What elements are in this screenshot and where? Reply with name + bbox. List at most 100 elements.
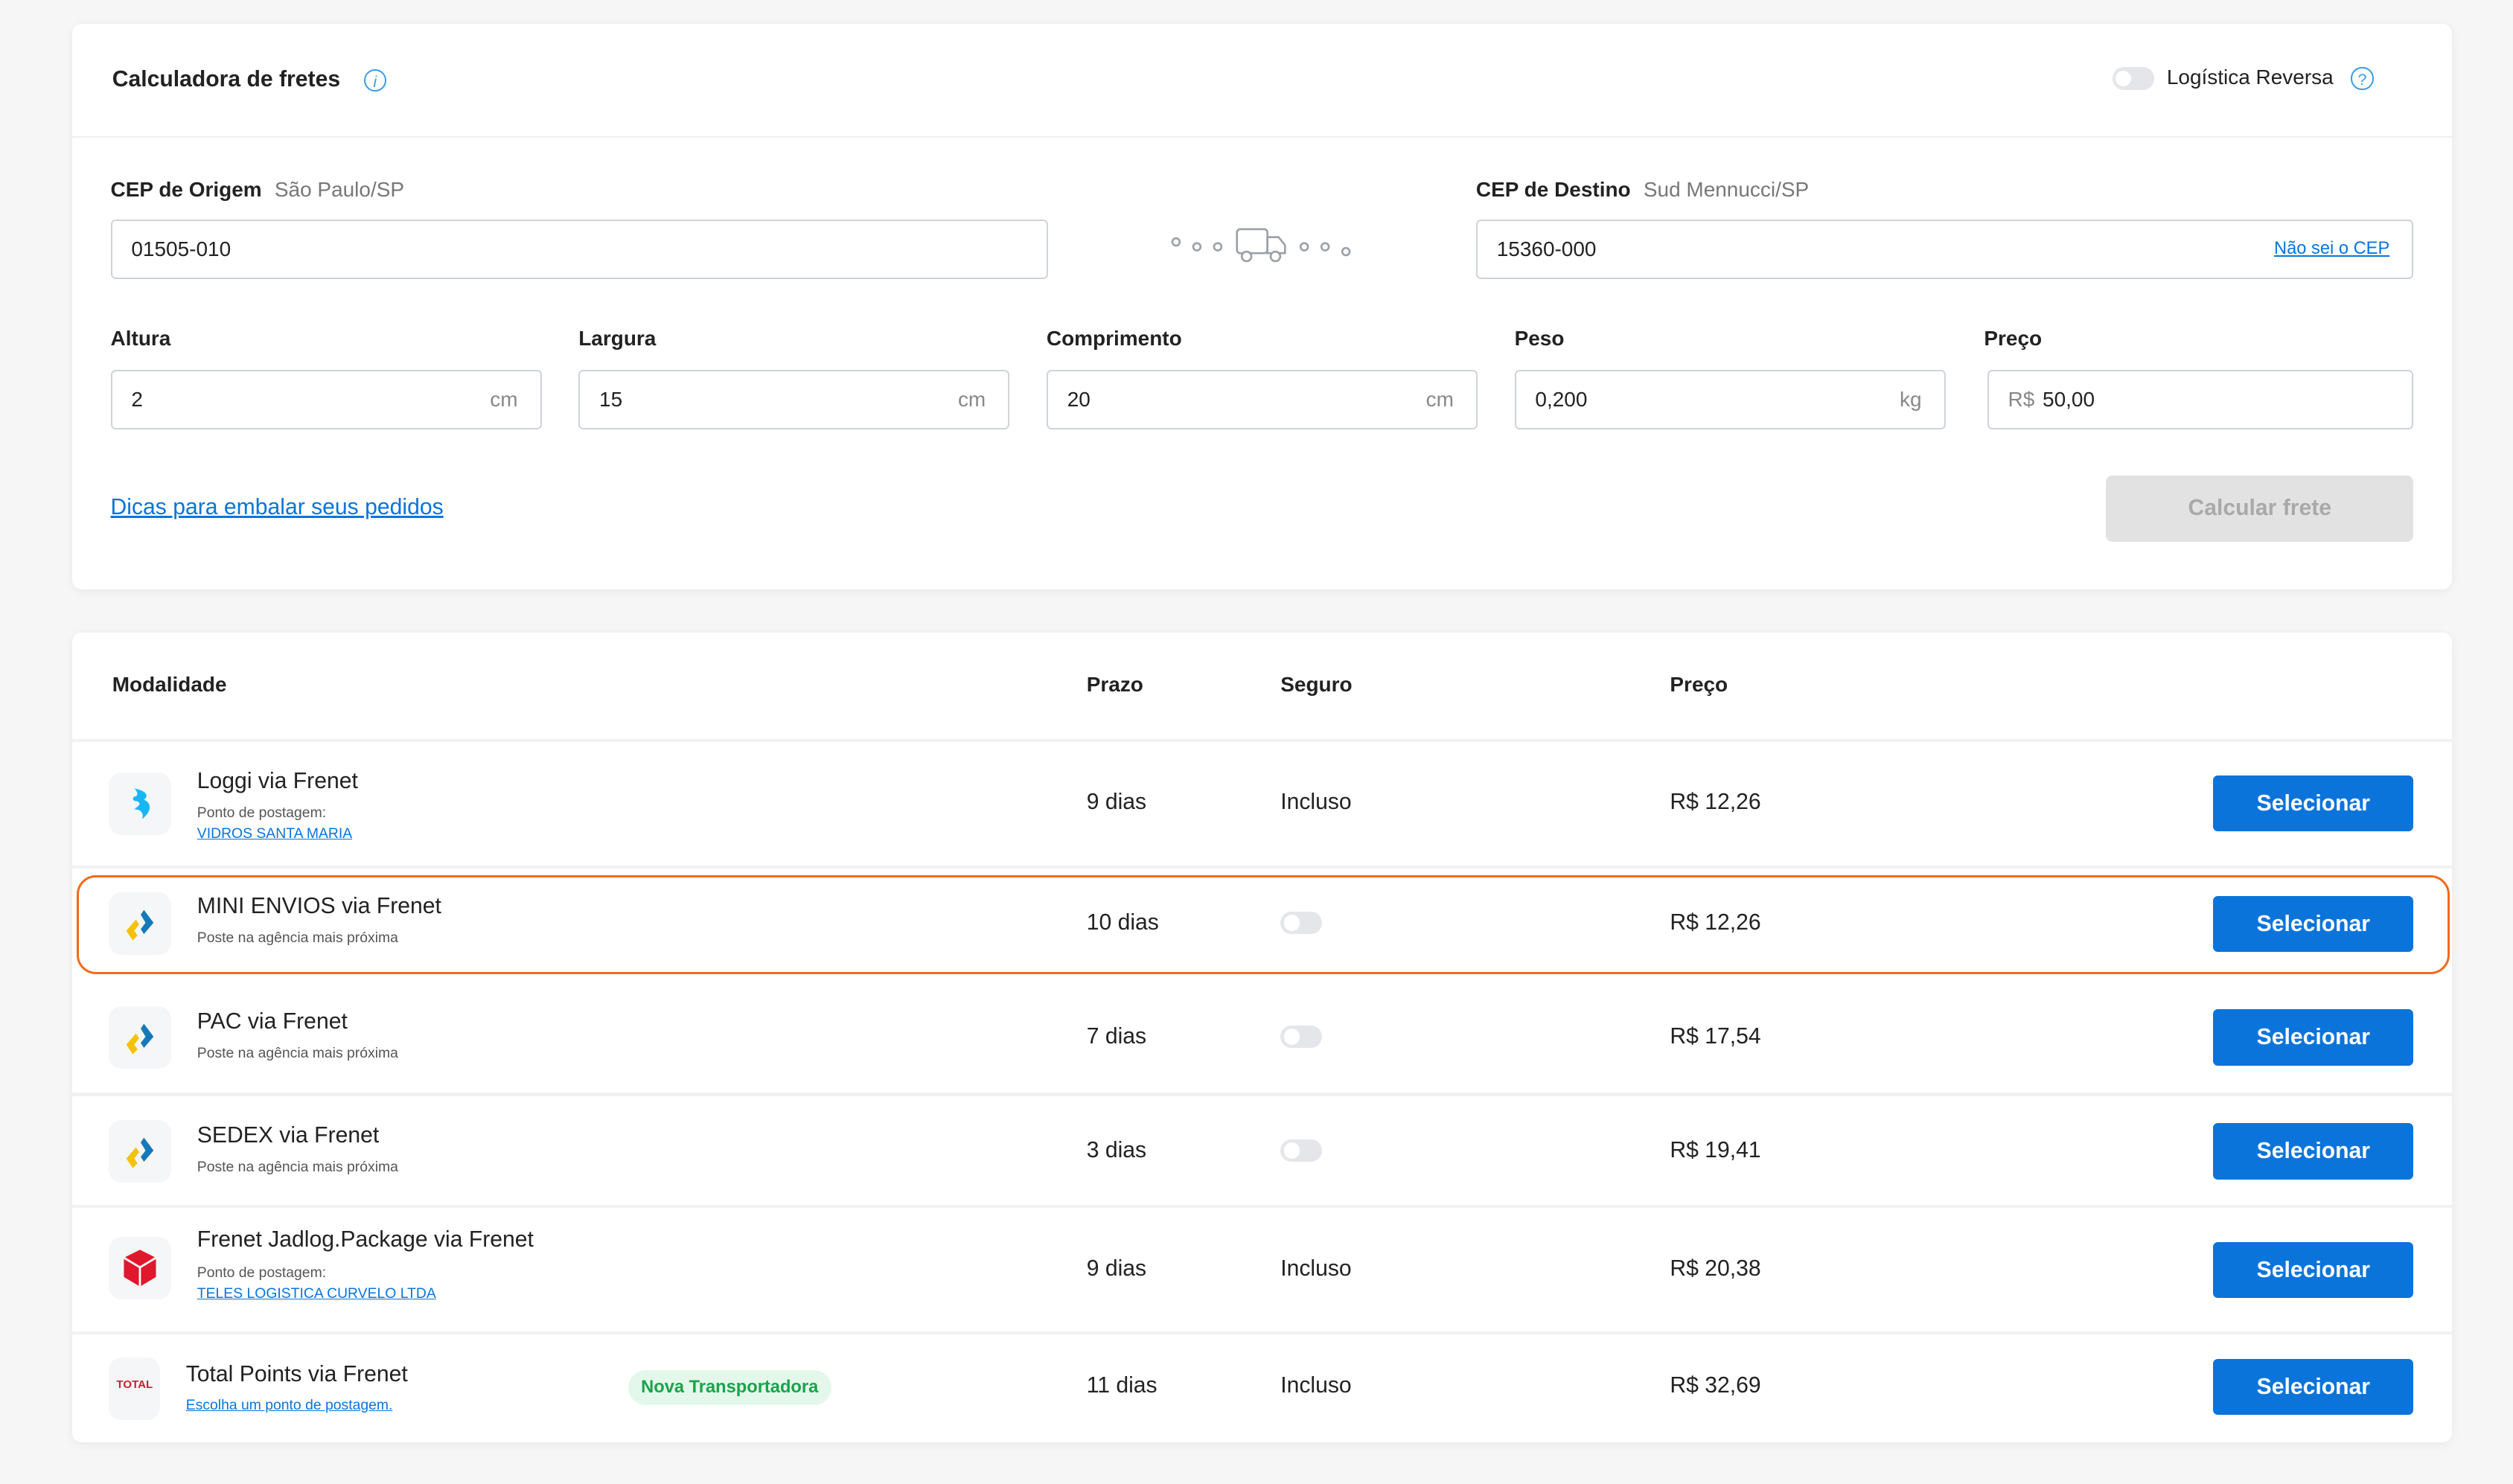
carrier-name: PAC via Frenet xyxy=(197,1009,348,1034)
carrier-name: Loggi via Frenet xyxy=(197,769,358,794)
carrier-name: MINI ENVIOS via Frenet xyxy=(197,894,441,919)
price-value: 50,00 xyxy=(2043,388,2095,412)
insurance-toggle[interactable] xyxy=(1280,912,1323,935)
price-label: Preço xyxy=(1984,327,2043,351)
select-button[interactable]: Selecionar xyxy=(2213,1358,2414,1416)
header-price: Preço xyxy=(1670,673,1728,697)
carrier-note: Poste na agência mais próxima xyxy=(197,929,398,946)
correios-logo-icon xyxy=(109,1119,172,1183)
weight-input[interactable]: 0,200 kg xyxy=(1514,370,1946,429)
select-button[interactable]: Selecionar xyxy=(2213,1241,2414,1298)
total-logo-text: TOTAL xyxy=(116,1378,153,1391)
destination-cep-value: 15360-000 xyxy=(1496,237,1597,260)
price: R$ 20,38 xyxy=(1670,1256,1761,1281)
length-unit: cm xyxy=(1425,388,1454,412)
deadline: 3 dias xyxy=(1086,1137,1147,1162)
divider xyxy=(71,865,2453,869)
length-input[interactable]: 20 cm xyxy=(1046,370,1478,429)
destination-cep-input[interactable]: 15360-000 Não sei o CEP xyxy=(1475,219,2414,279)
height-unit: cm xyxy=(490,388,518,412)
carrier-note: Poste na agência mais próxima xyxy=(197,1044,398,1061)
select-button[interactable]: Selecionar xyxy=(2213,1009,2414,1066)
weight-label: Peso xyxy=(1514,327,1565,351)
price: R$ 12,26 xyxy=(1670,790,1761,815)
insurance: Incluso xyxy=(1280,1256,1352,1281)
table-row: TOTAL Total Points via Frenet Escolha um… xyxy=(72,1333,2452,1442)
table-row: MINI ENVIOS via Frenet Poste na agência … xyxy=(72,875,2452,974)
jadlog-box-icon xyxy=(109,1237,172,1300)
price: R$ 32,69 xyxy=(1670,1373,1761,1398)
freight-calculator-card: Calculadora de fretes i Logística Revers… xyxy=(71,24,2453,590)
origin-city: São Paulo/SP xyxy=(274,177,405,201)
correios-logo-icon xyxy=(109,1006,172,1069)
divider xyxy=(71,1093,2453,1096)
deadline: 9 dias xyxy=(1086,1256,1147,1281)
table-row: Frenet Jadlog.Package via Frenet Ponto d… xyxy=(72,1206,2452,1333)
insurance-toggle[interactable] xyxy=(1280,1025,1323,1049)
height-value: 2 xyxy=(131,388,143,412)
deadline: 9 dias xyxy=(1086,790,1147,815)
deadline: 11 dias xyxy=(1086,1373,1157,1398)
reverse-logistics-label: Logística Reversa xyxy=(2166,65,2334,89)
carrier-note: Ponto de postagem: xyxy=(197,1264,327,1281)
weight-unit: kg xyxy=(1900,388,1922,412)
select-button[interactable]: Selecionar xyxy=(2213,895,2414,952)
loggi-logo-icon xyxy=(109,772,172,835)
divider xyxy=(71,738,2453,742)
divider xyxy=(71,1205,2453,1209)
reverse-logistics-toggle[interactable] xyxy=(2112,67,2154,90)
header-deadline: Prazo xyxy=(1086,673,1143,697)
packing-tips-link[interactable]: Dicas para embalar seus pedidos xyxy=(110,495,444,520)
results-card: Modalidade Prazo Seguro Preço Loggi via … xyxy=(71,633,2453,1442)
info-icon[interactable]: i xyxy=(363,68,386,92)
unknown-cep-link[interactable]: Não sei o CEP xyxy=(2273,238,2390,258)
origin-label: CEP de Origem São Paulo/SP xyxy=(111,178,404,202)
destination-city: Sud Mennucci/SP xyxy=(1643,177,1810,201)
weight-value: 0,200 xyxy=(1535,388,1588,412)
truck-icon xyxy=(1172,228,1351,263)
destination-label: CEP de Destino Sud Mennucci/SP xyxy=(1476,178,1809,202)
total-logo: TOTAL xyxy=(109,1357,161,1420)
select-button[interactable]: Selecionar xyxy=(2213,1123,2414,1180)
height-input[interactable]: 2 cm xyxy=(110,370,542,429)
price: R$ 19,41 xyxy=(1670,1137,1761,1162)
deadline: 7 dias xyxy=(1086,1023,1147,1049)
length-value: 20 xyxy=(1067,388,1091,412)
new-carrier-badge: Nova Transportadora xyxy=(628,1369,831,1406)
width-unit: cm xyxy=(957,388,986,412)
price: R$ 17,54 xyxy=(1670,1023,1761,1049)
header-modality: Modalidade xyxy=(112,673,227,697)
calculate-freight-button[interactable]: Calcular frete xyxy=(2106,476,2414,542)
dropoff-point-link[interactable]: TELES LOGISTICA CURVELO LTDA xyxy=(197,1285,436,1302)
carrier-note: Ponto de postagem: xyxy=(197,804,327,821)
length-label: Comprimento xyxy=(1046,327,1182,351)
dropoff-point-link[interactable]: VIDROS SANTA MARIA xyxy=(197,825,353,842)
correios-logo-icon xyxy=(109,892,172,956)
calculator-title: Calculadora de fretes xyxy=(112,67,341,92)
divider xyxy=(71,135,2453,138)
origin-label-text: CEP de Origem xyxy=(110,177,262,201)
select-button[interactable]: Selecionar xyxy=(2213,775,2414,832)
width-input[interactable]: 15 cm xyxy=(578,370,1010,429)
insurance: Incluso xyxy=(1280,790,1352,815)
table-row: Loggi via Frenet Ponto de postagem: VIDR… xyxy=(72,742,2452,867)
highlighted-row-outline xyxy=(77,874,2450,974)
help-icon[interactable]: ? xyxy=(2351,67,2374,90)
deadline: 10 dias xyxy=(1086,909,1159,935)
price-prefix: R$ xyxy=(2008,388,2035,412)
carrier-name: Total Points via Frenet xyxy=(185,1362,408,1387)
price-input[interactable]: R$ 50,00 xyxy=(1987,370,2414,429)
carrier-note: Poste na agência mais próxima xyxy=(197,1158,398,1175)
carrier-name: SEDEX via Frenet xyxy=(197,1123,380,1148)
table-row: PAC via Frenet Poste na agência mais pró… xyxy=(72,981,2452,1093)
carrier-name: Frenet Jadlog.Package via Frenet xyxy=(197,1227,534,1253)
price: R$ 12,26 xyxy=(1670,909,1761,935)
table-row: SEDEX via Frenet Poste na agência mais p… xyxy=(72,1094,2452,1206)
choose-dropoff-link[interactable]: Escolha um ponto de postagem. xyxy=(185,1397,393,1414)
header-insurance: Seguro xyxy=(1280,673,1353,697)
insurance: Incluso xyxy=(1280,1373,1352,1398)
height-label: Altura xyxy=(110,327,171,351)
insurance-toggle[interactable] xyxy=(1280,1139,1323,1162)
divider xyxy=(71,1331,2453,1335)
origin-cep-input[interactable]: 01505-010 xyxy=(110,219,1049,279)
